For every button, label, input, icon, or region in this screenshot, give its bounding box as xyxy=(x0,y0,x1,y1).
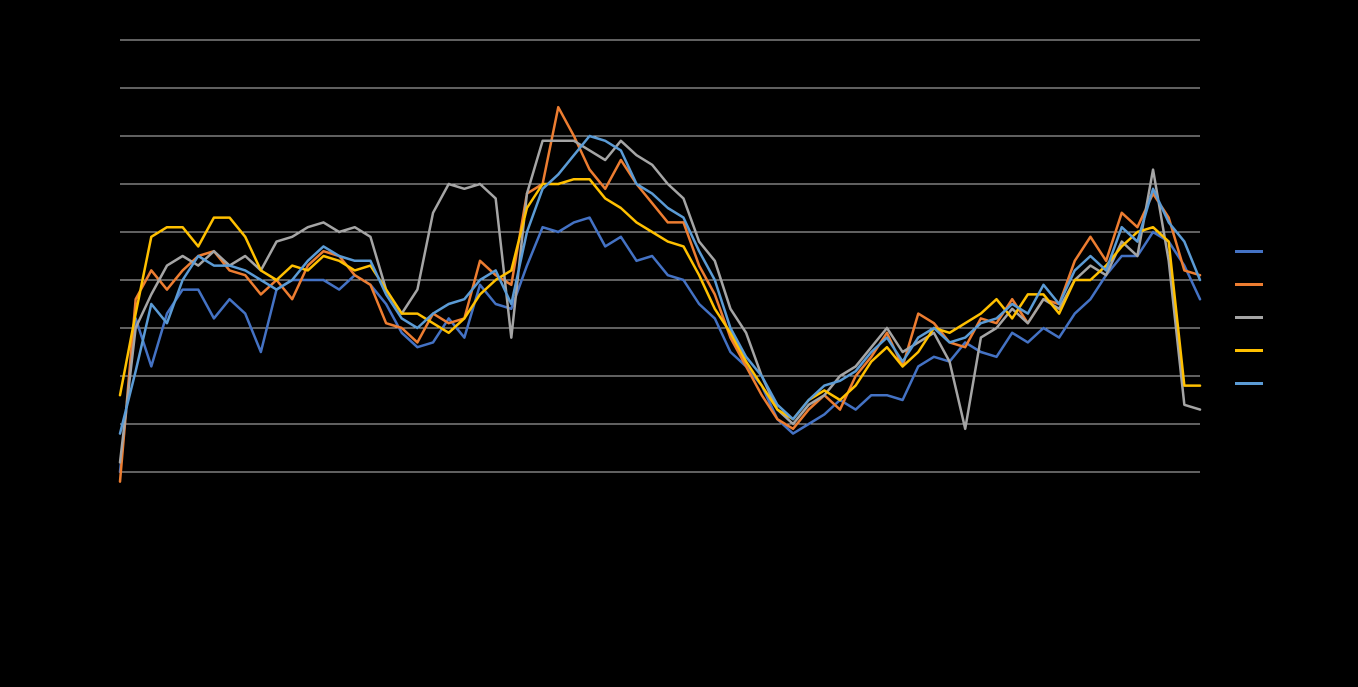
legend-item xyxy=(1235,250,1271,253)
legend-item xyxy=(1235,349,1271,352)
chart-legend xyxy=(1235,250,1271,385)
line-chart xyxy=(0,0,1358,687)
legend-swatch xyxy=(1235,250,1263,253)
legend-item xyxy=(1235,283,1271,286)
chart-svg xyxy=(0,0,1358,687)
legend-swatch xyxy=(1235,316,1263,319)
legend-swatch xyxy=(1235,382,1263,385)
legend-item xyxy=(1235,382,1271,385)
legend-swatch xyxy=(1235,283,1263,286)
legend-item xyxy=(1235,316,1271,319)
legend-swatch xyxy=(1235,349,1263,352)
